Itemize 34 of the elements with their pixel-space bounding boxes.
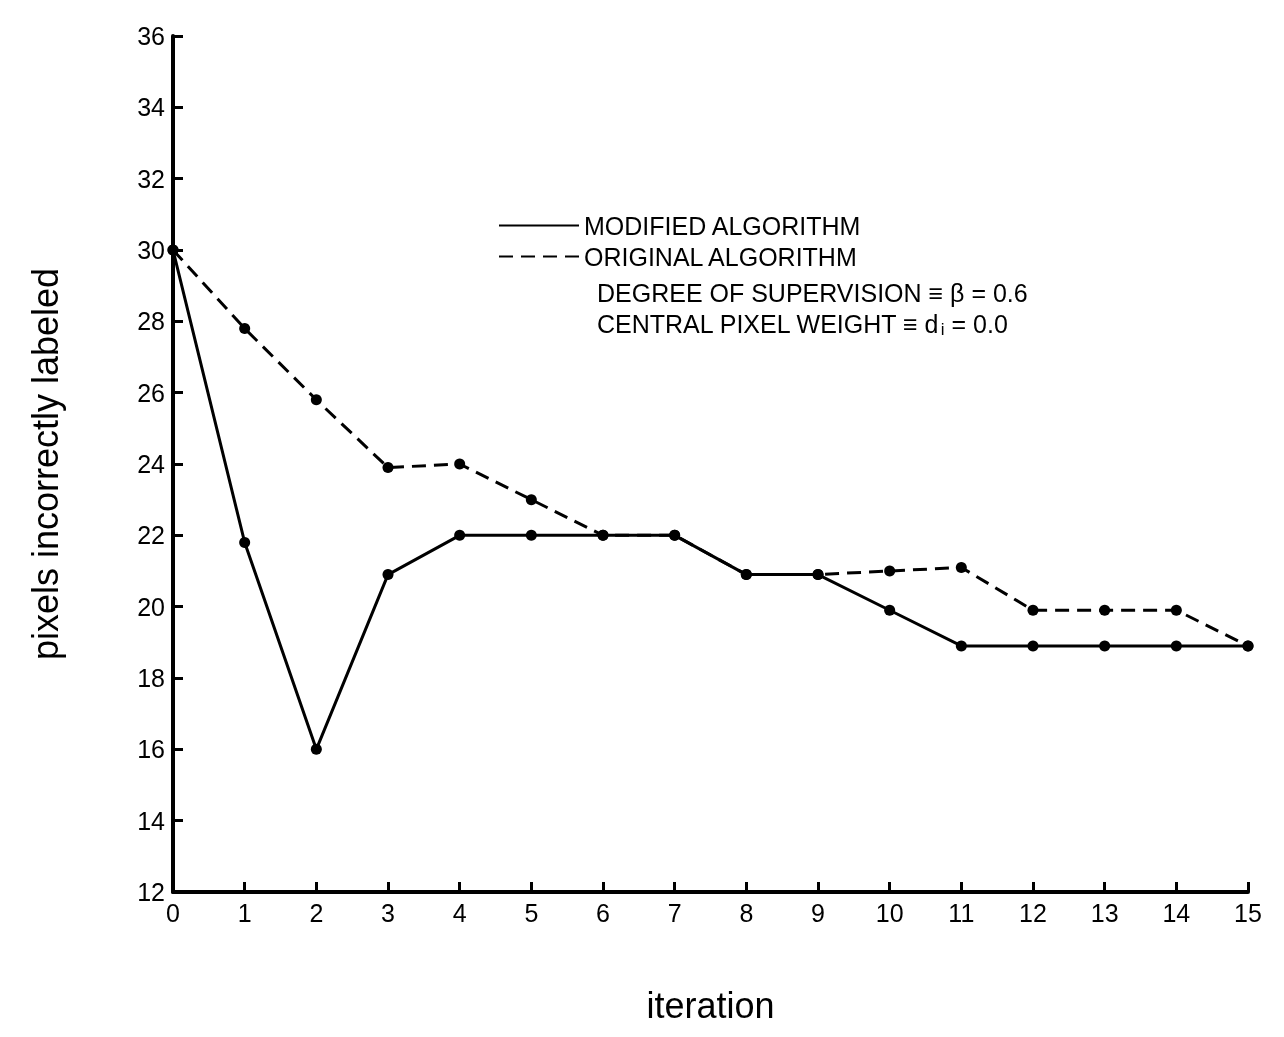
x-tick-label: 0 — [166, 898, 180, 927]
x-tick-label: 1 — [237, 898, 252, 927]
x-tick-label: 8 — [739, 898, 754, 927]
x-tick-label: 14 — [1162, 898, 1191, 927]
x-tick-label: 7 — [667, 898, 682, 927]
y-tick-label: 24 — [137, 450, 166, 478]
y-tick-label: 18 — [137, 664, 165, 692]
x-axis-title: iteration — [646, 984, 775, 1026]
x-tick-label: 2 — [309, 898, 324, 927]
x-tick-label: 6 — [596, 898, 610, 927]
y-tick-label: 16 — [137, 735, 165, 764]
y-tick-label: 36 — [137, 22, 165, 50]
x-tick-label: 5 — [524, 898, 539, 927]
legend-label: MODIFIED ALGORITHM — [584, 211, 861, 240]
y-tick-label: 22 — [137, 521, 165, 550]
y-tick-label: 34 — [137, 93, 166, 122]
y-tick-label: 30 — [137, 236, 165, 264]
x-tick-label: 4 — [452, 898, 467, 927]
y-tick-label: 12 — [137, 878, 165, 906]
x-tick-label: 10 — [875, 898, 904, 927]
y-tick-label: 28 — [137, 307, 165, 336]
x-tick-label: 11 — [948, 898, 975, 927]
x-tick-label: 15 — [1234, 898, 1262, 927]
x-tick-label: 13 — [1090, 898, 1119, 927]
x-tick-label: 12 — [1019, 898, 1047, 927]
legend-label: ORIGINAL ALGORITHM — [584, 242, 857, 271]
annotation: DEGREE OF SUPERVISION ≡ β = 0.6 — [597, 278, 1028, 307]
y-tick-label: 20 — [137, 592, 165, 621]
y-tick-label: 14 — [137, 806, 166, 835]
y-axis-title: pixels incorrectly labeled — [24, 267, 66, 661]
x-tick-label: 3 — [381, 898, 395, 927]
y-tick-label: 32 — [137, 164, 165, 193]
y-tick-label: 26 — [137, 378, 165, 407]
x-tick-label: 9 — [811, 898, 825, 927]
